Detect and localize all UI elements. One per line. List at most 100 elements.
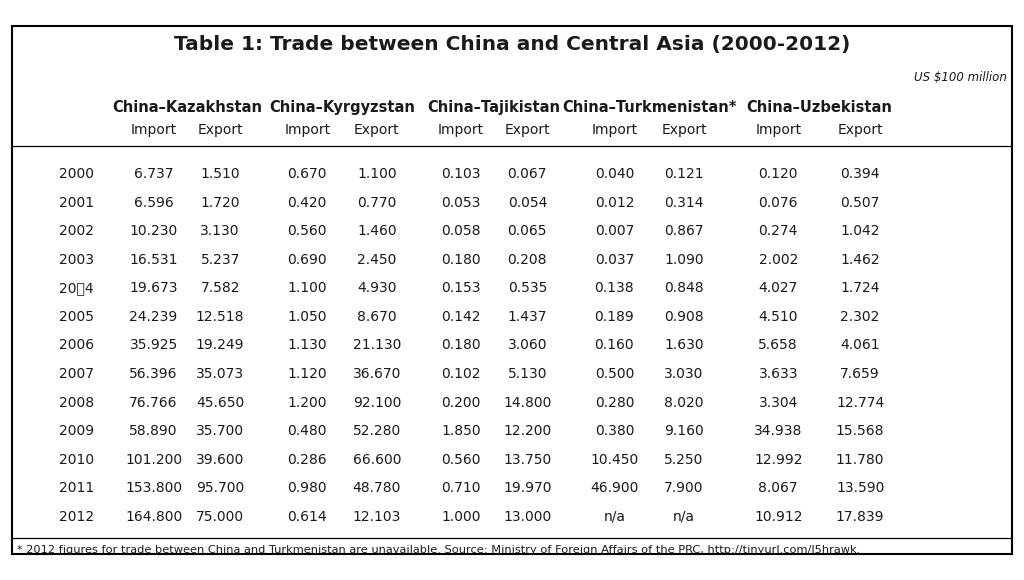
Text: 16.531: 16.531	[129, 253, 178, 267]
Text: 0.076: 0.076	[759, 195, 798, 209]
Text: 0.710: 0.710	[441, 481, 480, 495]
Text: 2010: 2010	[59, 452, 94, 467]
Text: 13.750: 13.750	[503, 452, 552, 467]
Text: 56.396: 56.396	[129, 367, 178, 381]
Text: China–Kazakhstan: China–Kazakhstan	[112, 100, 262, 115]
Text: 12.992: 12.992	[754, 452, 803, 467]
Text: 36.670: 36.670	[352, 367, 401, 381]
Text: 0.138: 0.138	[595, 281, 634, 295]
Text: 75.000: 75.000	[197, 510, 244, 524]
Text: 0.120: 0.120	[759, 167, 798, 181]
Text: 0.012: 0.012	[595, 195, 634, 209]
Text: China–Tajikistan: China–Tajikistan	[428, 100, 560, 115]
Text: n/a: n/a	[673, 510, 695, 524]
Text: 0.208: 0.208	[508, 253, 547, 267]
Text: 0.058: 0.058	[441, 224, 480, 238]
Text: Export: Export	[354, 123, 399, 137]
Text: 2006: 2006	[59, 338, 94, 353]
Text: 0.690: 0.690	[288, 253, 327, 267]
Text: 0.153: 0.153	[441, 281, 480, 295]
Text: Import: Import	[284, 123, 331, 137]
Text: 1.050: 1.050	[288, 310, 327, 324]
Text: 21.130: 21.130	[352, 338, 401, 353]
Text: 46.900: 46.900	[590, 481, 639, 495]
Text: 24.239: 24.239	[129, 310, 178, 324]
Text: 12.103: 12.103	[352, 510, 401, 524]
Text: US $100 million: US $100 million	[913, 71, 1007, 84]
Text: 48.780: 48.780	[352, 481, 401, 495]
Text: 0.980: 0.980	[288, 481, 327, 495]
Text: 10.450: 10.450	[590, 452, 639, 467]
Text: 1.437: 1.437	[508, 310, 547, 324]
Text: 164.800: 164.800	[125, 510, 182, 524]
Text: 76.766: 76.766	[129, 396, 178, 409]
Text: 19.970: 19.970	[503, 481, 552, 495]
Text: Import: Import	[591, 123, 638, 137]
Text: 0.180: 0.180	[441, 338, 480, 353]
Text: 0.394: 0.394	[841, 167, 880, 181]
Text: 4.061: 4.061	[841, 338, 880, 353]
Text: 0.867: 0.867	[665, 224, 703, 238]
Text: 3.060: 3.060	[508, 338, 547, 353]
Text: 1.100: 1.100	[288, 281, 327, 295]
Text: 2008: 2008	[59, 396, 94, 409]
Text: 45.650: 45.650	[196, 396, 245, 409]
Text: 2012: 2012	[59, 510, 94, 524]
Text: 19.673: 19.673	[129, 281, 178, 295]
Text: 101.200: 101.200	[125, 452, 182, 467]
Text: Import: Import	[130, 123, 177, 137]
Text: 1.724: 1.724	[841, 281, 880, 295]
Text: 58.890: 58.890	[129, 424, 178, 438]
Text: 0.535: 0.535	[508, 281, 547, 295]
Text: 0.007: 0.007	[595, 224, 634, 238]
Text: Export: Export	[662, 123, 707, 137]
Text: 2009: 2009	[59, 424, 94, 438]
Text: 1.042: 1.042	[841, 224, 880, 238]
Text: 10.912: 10.912	[754, 510, 803, 524]
Text: Table 1: Trade between China and Central Asia (2000-2012): Table 1: Trade between China and Central…	[174, 35, 850, 54]
Text: 92.100: 92.100	[352, 396, 401, 409]
Text: 0.314: 0.314	[665, 195, 703, 209]
Text: 1.120: 1.120	[288, 367, 327, 381]
Text: 2005: 2005	[59, 310, 94, 324]
Text: 5.130: 5.130	[508, 367, 547, 381]
Text: 39.600: 39.600	[196, 452, 245, 467]
Text: Export: Export	[505, 123, 550, 137]
Text: 0.160: 0.160	[595, 338, 634, 353]
Text: 35.700: 35.700	[197, 424, 244, 438]
Text: 153.800: 153.800	[125, 481, 182, 495]
Text: 8.020: 8.020	[665, 396, 703, 409]
Text: 0.380: 0.380	[595, 424, 634, 438]
Text: 34.938: 34.938	[754, 424, 803, 438]
Text: 0.067: 0.067	[508, 167, 547, 181]
Text: 1.000: 1.000	[441, 510, 480, 524]
Text: 0.180: 0.180	[441, 253, 480, 267]
Text: China–Turkmenistan*: China–Turkmenistan*	[562, 100, 736, 115]
Text: 5.658: 5.658	[759, 338, 798, 353]
Text: 0.480: 0.480	[288, 424, 327, 438]
Text: 0.065: 0.065	[508, 224, 547, 238]
Text: 0.500: 0.500	[595, 367, 634, 381]
Text: China–Uzbekistan: China–Uzbekistan	[746, 100, 892, 115]
Text: 12.774: 12.774	[836, 396, 885, 409]
Text: 0.054: 0.054	[508, 195, 547, 209]
Text: 0.286: 0.286	[288, 452, 327, 467]
Text: 0.102: 0.102	[441, 367, 480, 381]
Text: Export: Export	[838, 123, 883, 137]
Text: 17.839: 17.839	[836, 510, 885, 524]
Text: 1.720: 1.720	[201, 195, 240, 209]
Text: 2.002: 2.002	[759, 253, 798, 267]
Text: 12.200: 12.200	[503, 424, 552, 438]
Text: 1.130: 1.130	[288, 338, 327, 353]
Text: 5.237: 5.237	[201, 253, 240, 267]
Text: 2000: 2000	[59, 167, 94, 181]
Text: 0.280: 0.280	[595, 396, 634, 409]
Text: 8.670: 8.670	[357, 310, 396, 324]
Text: 19.249: 19.249	[196, 338, 245, 353]
Text: 3.130: 3.130	[201, 224, 240, 238]
Text: 0.274: 0.274	[759, 224, 798, 238]
Text: 3.633: 3.633	[759, 367, 798, 381]
Text: 1.462: 1.462	[841, 253, 880, 267]
Text: 35.073: 35.073	[197, 367, 244, 381]
Text: 7.659: 7.659	[841, 367, 880, 381]
